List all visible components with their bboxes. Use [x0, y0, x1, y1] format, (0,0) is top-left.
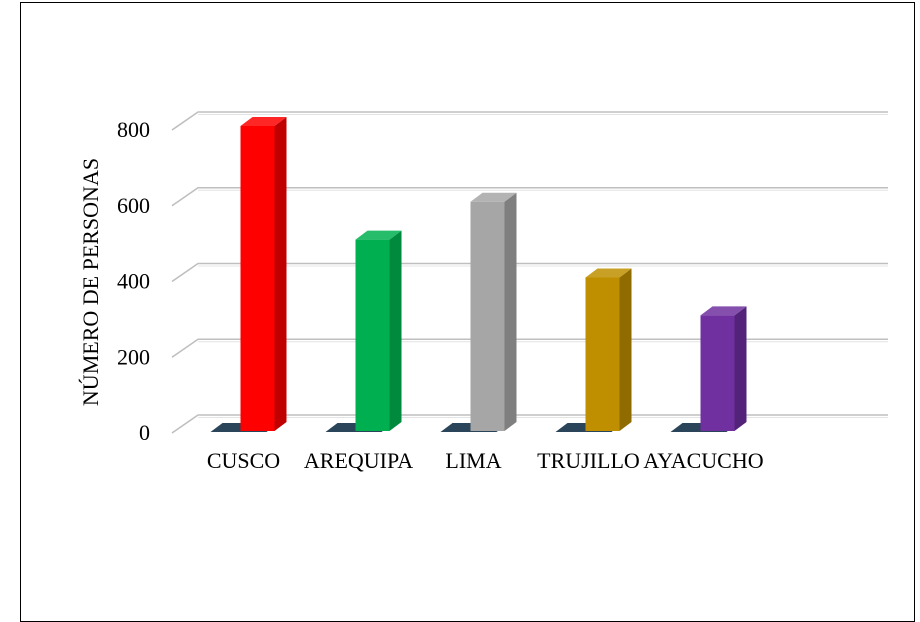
y-tick-label: 600	[117, 193, 150, 218]
bar-front	[240, 126, 275, 431]
gridline	[171, 338, 888, 358]
bars	[210, 117, 747, 432]
x-tick-label: CUSCO	[207, 448, 280, 473]
bar-front	[700, 315, 735, 431]
bar-top	[240, 117, 287, 126]
bar-top	[470, 192, 517, 202]
gridline	[171, 111, 888, 131]
y-tick-label: 0	[139, 420, 150, 445]
bar-side	[619, 268, 632, 431]
chart-frame	[20, 2, 915, 622]
bar-top	[355, 230, 402, 240]
bar-side	[734, 306, 747, 431]
y-tick-label: 400	[117, 269, 150, 294]
bar-ayacucho	[700, 306, 747, 431]
y-axis-ticks: 0 200 400 600 800	[117, 117, 150, 445]
bar-lima	[470, 192, 517, 431]
bar-side	[274, 117, 287, 431]
bar-side	[504, 192, 517, 431]
y-tick-label: 800	[117, 117, 150, 142]
x-axis-labels: CUSCO AREQUIPA LIMA TRUJILLO AYACUCHO	[207, 448, 764, 473]
bar-cusco	[240, 117, 287, 431]
bar-arequipa	[355, 230, 402, 431]
bar-front	[355, 239, 390, 431]
x-tick-label: AREQUIPA	[304, 448, 413, 473]
bar-chart: 0 200 400 600 800 CUSCO AREQUIPA LIMA TRUJILLO A…	[78, 111, 888, 473]
bar-front	[470, 201, 505, 431]
gridline	[171, 262, 888, 283]
x-tick-label: AYACUCHO	[643, 448, 763, 473]
gridlines	[171, 111, 888, 434]
x-tick-label: TRUJILLO	[537, 448, 640, 473]
bar-trujillo	[585, 268, 632, 431]
bar-front	[585, 277, 620, 431]
gridline	[171, 186, 888, 207]
bar-top	[700, 306, 747, 316]
bar-side	[389, 230, 402, 431]
y-axis-title: NÚMERO DE PERSONAS	[78, 158, 103, 406]
gridline	[171, 414, 888, 434]
x-tick-label: LIMA	[445, 448, 501, 473]
y-tick-label: 200	[117, 344, 150, 369]
bar-top	[585, 268, 632, 278]
